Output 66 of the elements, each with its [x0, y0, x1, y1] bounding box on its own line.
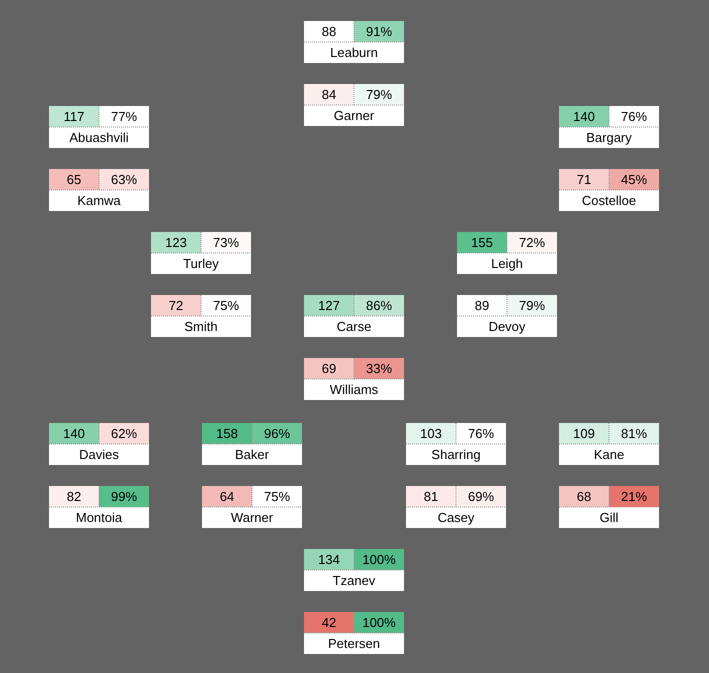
data-label: 140: [63, 426, 85, 441]
data-label: 123: [165, 235, 187, 250]
data-label: 62%: [110, 426, 138, 441]
data-label: 45%: [620, 172, 648, 187]
data-label: 82: [66, 489, 82, 504]
category-label: Casey: [438, 510, 475, 525]
data-label: 76%: [620, 109, 648, 124]
category-label: Garner: [334, 108, 375, 123]
data-label: 75%: [212, 298, 240, 313]
data-label: 75%: [264, 489, 290, 504]
data-label: 140: [573, 109, 595, 124]
category-label: Leaburn: [330, 45, 378, 60]
category-label: Turley: [183, 256, 220, 271]
data-label: 68: [576, 489, 592, 504]
category-label: Abuashvili: [69, 130, 129, 145]
category-label: Costelloe: [582, 193, 636, 208]
category-label: Smith: [184, 319, 218, 334]
category-label: Bargary: [586, 130, 632, 145]
category-label: Williams: [330, 382, 379, 397]
data-label: 155: [471, 235, 493, 250]
data-label: 69%: [468, 489, 494, 504]
data-label: 100%: [362, 615, 396, 630]
data-label: 84: [322, 87, 336, 102]
data-label: 99%: [110, 489, 138, 504]
data-label: 103: [420, 426, 442, 441]
data-label: 134: [318, 552, 340, 567]
data-label: 91%: [366, 24, 392, 39]
data-label: 79%: [366, 87, 392, 102]
data-label: 81%: [620, 426, 648, 441]
data-label: 89: [474, 298, 490, 313]
category-label: Devoy: [488, 319, 526, 334]
data-label: 63%: [110, 172, 138, 187]
category-label: Petersen: [328, 636, 380, 651]
category-label: Montoia: [76, 510, 123, 525]
data-label: 81: [424, 489, 438, 504]
data-label: 79%: [518, 298, 546, 313]
category-label: Baker: [235, 447, 270, 462]
category-label: Leigh: [491, 256, 523, 271]
data-label: 117: [64, 109, 84, 124]
data-label: 109: [573, 426, 595, 441]
data-label: 96%: [264, 426, 290, 441]
data-label: 65: [66, 172, 82, 187]
category-label: Tzanev: [332, 573, 376, 588]
category-label: Davies: [79, 447, 120, 462]
data-label: 73%: [212, 235, 240, 250]
category-label: Carse: [336, 319, 372, 334]
data-label: 69: [322, 361, 336, 376]
category-label: Warner: [230, 510, 274, 525]
data-label: 127: [318, 298, 340, 313]
data-label: 72%: [518, 235, 546, 250]
data-label: 72: [168, 298, 184, 313]
data-label: 77%: [110, 109, 138, 124]
data-label: 21%: [620, 489, 648, 504]
category-label: Sharring: [431, 447, 481, 462]
data-label: 86%: [366, 298, 392, 313]
category-label: Gill: [600, 510, 618, 525]
data-label: 42: [322, 615, 336, 630]
category-label: Kane: [594, 447, 624, 462]
data-label: 88: [322, 24, 336, 39]
data-label: 100%: [362, 552, 396, 567]
data-label: 158: [216, 426, 238, 441]
category-label: Kamwa: [77, 193, 122, 208]
data-label: 71: [576, 172, 592, 187]
data-label: 33%: [366, 361, 392, 376]
data-label: 76%: [468, 426, 494, 441]
data-label: 64: [220, 489, 234, 504]
